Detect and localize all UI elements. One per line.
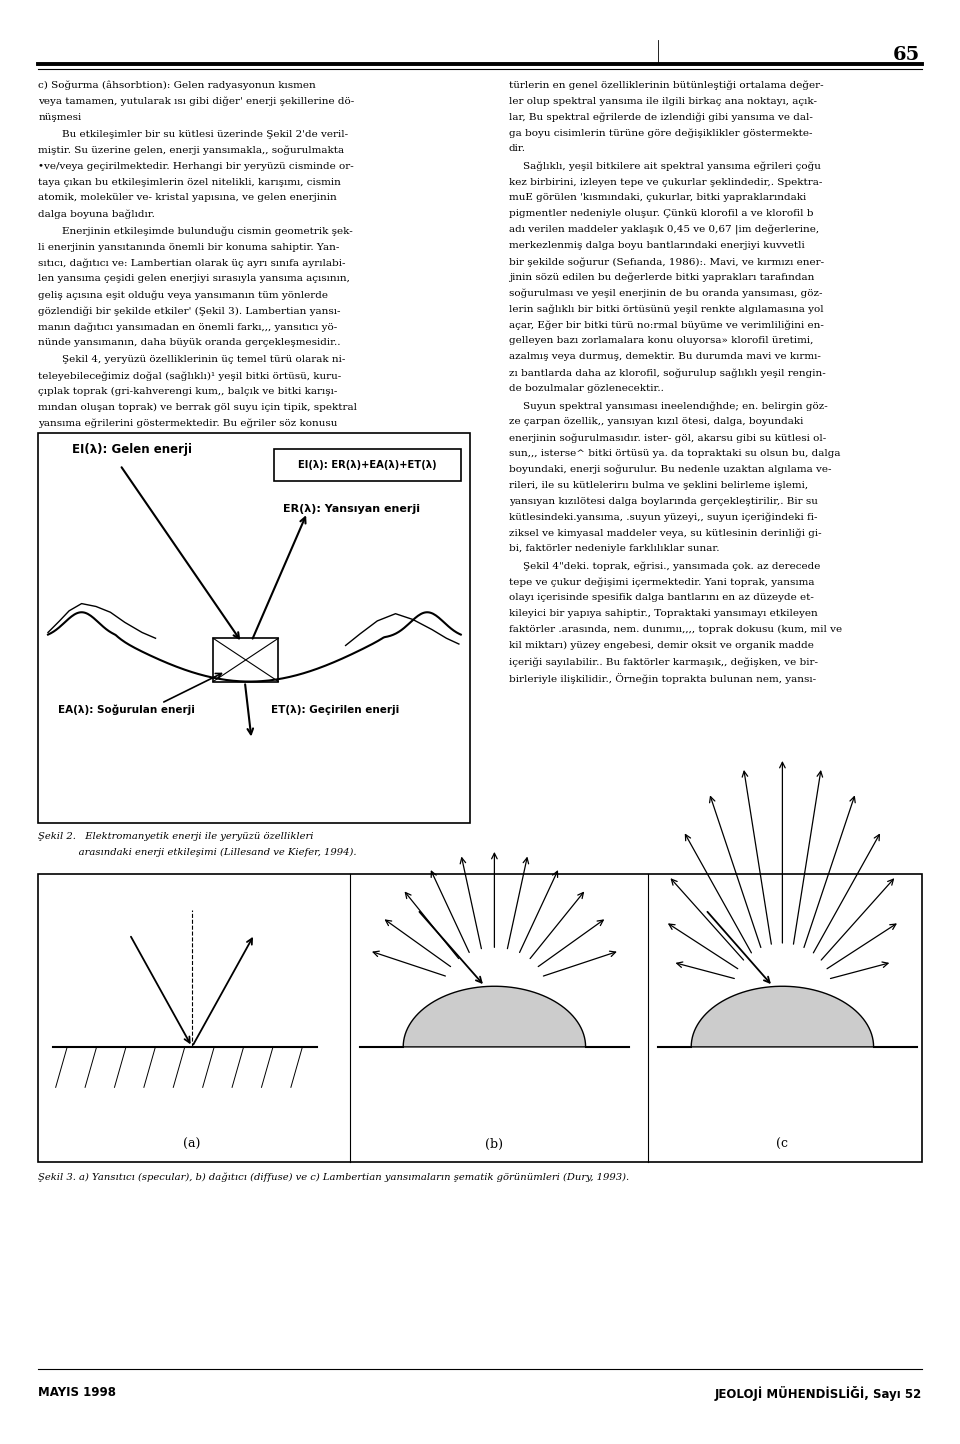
Text: miştir. Su üzerine gelen, enerji yansımakla,, soğurulmakta: miştir. Su üzerine gelen, enerji yansıma… <box>38 146 345 156</box>
Text: Sağlıklı, yeşil bitkilere ait spektral yansıma eğrileri çoğu: Sağlıklı, yeşil bitkilere ait spektral y… <box>523 162 821 172</box>
Text: merkezlenmiş dalga boyu bantlarındaki enerjiyi kuvvetli: merkezlenmiş dalga boyu bantlarındaki en… <box>509 241 804 250</box>
Text: EI(λ): ER(λ)+EA(λ)+ET(λ): EI(λ): ER(λ)+EA(λ)+ET(λ) <box>299 461 437 469</box>
Text: kil miktarı) yüzey engebesi, demir oksit ve organik madde: kil miktarı) yüzey engebesi, demir oksit… <box>509 641 814 650</box>
Text: MAYIS 1998: MAYIS 1998 <box>38 1386 116 1399</box>
Text: mından oluşan toprak) ve berrak göl suyu için tipik, spektral: mından oluşan toprak) ve berrak göl suyu… <box>38 403 357 412</box>
Text: faktörler .arasında, nem. dunımıı,,,, toprak dokusu (kum, mil ve: faktörler .arasında, nem. dunımıı,,,, to… <box>509 625 842 634</box>
Text: (a): (a) <box>183 1138 201 1151</box>
Text: çıplak toprak (gri-kahverengi kum,, balçık ve bitki karışı-: çıplak toprak (gri-kahverengi kum,, balç… <box>38 387 338 396</box>
Text: kileyici bir yapıya sahiptir., Topraktaki yansımayı etkileyen: kileyici bir yapıya sahiptir., Topraktak… <box>509 609 818 618</box>
Text: kez birbirini, izleyen tepe ve çukurlar şeklindedir,. Spektra-: kez birbirini, izleyen tepe ve çukurlar … <box>509 178 822 186</box>
Text: pigmentler nedeniyle oluşur. Çünkü klorofil a ve klorofil b: pigmentler nedeniyle oluşur. Çünkü kloro… <box>509 209 813 218</box>
Text: tepe ve çukur değişimi içermektedir. Yani toprak, yansıma: tepe ve çukur değişimi içermektedir. Yan… <box>509 578 814 588</box>
Polygon shape <box>691 986 874 1047</box>
Text: yansıyan kızılötesi dalga boylarında gerçekleştirilir,. Bir su: yansıyan kızılötesi dalga boylarında ger… <box>509 497 818 505</box>
Text: (c: (c <box>777 1138 788 1151</box>
Text: len yansıma çeşidi gelen enerjiyi sırasıyla yansıma açısının,: len yansıma çeşidi gelen enerjiyi sırası… <box>38 274 350 283</box>
Text: enerjinin soğurulmasıdır. ister- göl, akarsu gibi su kütlesi ol-: enerjinin soğurulmasıdır. ister- göl, ak… <box>509 433 826 443</box>
Text: EA(λ): Soğurulan enerji: EA(λ): Soğurulan enerji <box>58 705 195 715</box>
Text: gelleyen bazı zorlamalara konu oluyorsa» klorofil üretimi,: gelleyen bazı zorlamalara konu oluyorsa»… <box>509 336 813 345</box>
Text: manın dağıtıcı yansımadan en önemli farkı,,, yansıtıcı yö-: manın dağıtıcı yansımadan en önemli fark… <box>38 322 338 332</box>
Text: teleyebileceğimiz doğal (sağlıklı)¹ yeşil bitki örtüsü, kuru-: teleyebileceğimiz doğal (sağlıklı)¹ yeşi… <box>38 371 342 381</box>
Polygon shape <box>403 986 586 1047</box>
Text: arasındaki enerji etkileşimi (Lillesand ve Kiefer, 1994).: arasındaki enerji etkileşimi (Lillesand … <box>38 848 357 856</box>
Text: nüşmesi: nüşmesi <box>38 113 82 121</box>
Text: lar, Bu spektral eğrilerde de izlendiği gibi yansıma ve dal-: lar, Bu spektral eğrilerde de izlendiği … <box>509 113 813 123</box>
Text: ler olup spektral yansıma ile ilgili birkaç ana noktayı, açık-: ler olup spektral yansıma ile ilgili bir… <box>509 97 817 105</box>
Text: Şekil 3. a) Yansıtıcı (specular), b) dağıtıcı (diffuse) ve c) Lambertian yansıma: Şekil 3. a) Yansıtıcı (specular), b) dağ… <box>38 1173 630 1183</box>
Text: adı verilen maddeler yaklaşık 0,45 ve 0,67 |im değerlerine,: adı verilen maddeler yaklaşık 0,45 ve 0,… <box>509 225 819 235</box>
Text: atomik, moleküler ve- kristal yapısına, ve gelen enerjinin: atomik, moleküler ve- kristal yapısına, … <box>38 193 337 202</box>
Text: dalga boyuna bağlıdır.: dalga boyuna bağlıdır. <box>38 209 156 219</box>
Bar <box>274 449 461 481</box>
Text: birleriyle ilişkilidir., Örneğin toprakta bulunan nem, yansı-: birleriyle ilişkilidir., Örneğin toprakt… <box>509 673 816 684</box>
Text: geliş açısına eşit olduğu veya yansımanın tüm yönlerde: geliş açısına eşit olduğu veya yansımanı… <box>38 290 328 300</box>
Text: kütlesindeki.yansıma, .suyun yüzeyi,, suyun içeriğindeki fi-: kütlesindeki.yansıma, .suyun yüzeyi,, su… <box>509 513 817 523</box>
Text: rileri, ile su kütlelerirıı bulma ve şeklini belirleme işlemi,: rileri, ile su kütlelerirıı bulma ve şek… <box>509 481 808 490</box>
Text: •ve/veya geçirilmektedir. Herhangi bir yeryüzü cisminde or-: •ve/veya geçirilmektedir. Herhangi bir y… <box>38 162 354 170</box>
Text: boyundaki, enerji soğurulur. Bu nedenle uzaktan algılama ve-: boyundaki, enerji soğurulur. Bu nedenle … <box>509 465 831 475</box>
Text: gözlendiği bir şekilde etkiler' (Şekil 3). Lambertian yansı-: gözlendiği bir şekilde etkiler' (Şekil 3… <box>38 306 341 316</box>
Text: veya tamamen, yutularak ısı gibi diğer' enerji şekillerine dö-: veya tamamen, yutularak ısı gibi diğer' … <box>38 97 354 107</box>
Text: bir şekilde soğurur (Sefıanda, 1986):. Mavi, ve kırmızı ener-: bir şekilde soğurur (Sefıanda, 1986):. M… <box>509 257 824 267</box>
Text: yansıma eğrilerini göstermektedir. Bu eğriler söz konusu: yansıma eğrilerini göstermektedir. Bu eğ… <box>38 419 338 429</box>
Text: taya çıkan bu etkileşimlerin özel nitelikli, karışımı, cismin: taya çıkan bu etkileşimlerin özel niteli… <box>38 178 341 186</box>
Text: Enerjinin etkileşimde bulunduğu cismin geometrik şek-: Enerjinin etkileşimde bulunduğu cismin g… <box>62 227 353 237</box>
Text: EI(λ): Gelen enerji: EI(λ): Gelen enerji <box>72 443 192 456</box>
Text: içeriği sayılabilir.. Bu faktörler karmaşık,, değişken, ve bir-: içeriği sayılabilir.. Bu faktörler karma… <box>509 657 818 667</box>
Text: c) Soğurma (âhsorbtion): Gelen radyasyonun kısmen: c) Soğurma (âhsorbtion): Gelen radyasyon… <box>38 81 316 91</box>
Text: de bozulmalar gözlenecektir..: de bozulmalar gözlenecektir.. <box>509 384 663 393</box>
Text: açar, Eğer bir bitki türü no:rmal büyüme ve verimliliğini en-: açar, Eğer bir bitki türü no:rmal büyüme… <box>509 321 824 331</box>
Text: sun,,, isterse^ bitki örtüsü ya. da topraktaki su olsun bu, dalga: sun,,, isterse^ bitki örtüsü ya. da topr… <box>509 449 840 458</box>
Text: olayı içerisinde spesifik dalga bantlarını en az düzeyde et-: olayı içerisinde spesifik dalga bantları… <box>509 593 814 602</box>
Text: ET(λ): Geçirilen enerji: ET(λ): Geçirilen enerji <box>271 705 399 715</box>
Text: jinin sözü edilen bu değerlerde bitki yaprakları tarafından: jinin sözü edilen bu değerlerde bitki ya… <box>509 273 814 283</box>
Bar <box>213 638 278 682</box>
Text: bi, faktörler nedeniyle farklılıklar sunar.: bi, faktörler nedeniyle farklılıklar sun… <box>509 544 719 553</box>
Text: muE görülen 'kısmındaki, çukurlar, bitki yapraklarındaki: muE görülen 'kısmındaki, çukurlar, bitki… <box>509 193 806 202</box>
Bar <box>38 433 470 823</box>
Text: Suyun spektral yansıması ineelendığhde; en. belirgin göz-: Suyun spektral yansıması ineelendığhde; … <box>523 401 828 412</box>
Text: azalmış veya durmuş, demektir. Bu durumda mavi ve kırmı-: azalmış veya durmuş, demektir. Bu durumd… <box>509 352 821 361</box>
Text: ER(λ): Yansıyan enerji: ER(λ): Yansıyan enerji <box>283 504 420 514</box>
Text: JEOLOJİ MÜHENDİSLİĞİ, Sayı 52: JEOLOJİ MÜHENDİSLİĞİ, Sayı 52 <box>714 1386 922 1401</box>
Bar <box>38 874 922 1162</box>
Text: ze çarpan özellik,, yansıyan kızıl ötesi, dalga, boyundaki: ze çarpan özellik,, yansıyan kızıl ötesi… <box>509 417 804 426</box>
Text: zı bantlarda daha az klorofil, soğurulup sağlıklı yeşil rengin-: zı bantlarda daha az klorofil, soğurulup… <box>509 368 826 378</box>
Text: lerin sağlıklı bir bitki örtüsünü yeşil renkte algılamasına yol: lerin sağlıklı bir bitki örtüsünü yeşil … <box>509 305 824 315</box>
Text: Bu etkileşimler bir su kütlesi üzerinde Şekil 2'de veril-: Bu etkileşimler bir su kütlesi üzerinde … <box>62 130 348 139</box>
Text: nünde yansımanın, daha büyük oranda gerçekleşmesidir..: nünde yansımanın, daha büyük oranda gerç… <box>38 338 341 347</box>
Text: (b): (b) <box>486 1138 503 1151</box>
Text: 65: 65 <box>893 46 920 64</box>
Text: ziksel ve kimyasal maddeler veya, su kütlesinin derinliği gi-: ziksel ve kimyasal maddeler veya, su küt… <box>509 529 822 539</box>
Text: Şekil 4, yeryüzü özelliklerinin üç temel türü olarak ni-: Şekil 4, yeryüzü özelliklerinin üç temel… <box>62 355 346 364</box>
Text: sıtıcı, dağıtıcı ve: Lambertian olarak üç ayrı sınıfa ayrılabi-: sıtıcı, dağıtıcı ve: Lambertian olarak ü… <box>38 258 346 269</box>
Text: Şekil 2.   Elektromanyetik enerji ile yeryüzü özellikleri: Şekil 2. Elektromanyetik enerji ile yery… <box>38 832 314 840</box>
Text: Şekil 4"deki. toprak, eğrisi., yansımada çok. az derecede: Şekil 4"deki. toprak, eğrisi., yansımada… <box>523 562 821 572</box>
Text: ga boyu cisimlerin türüne göre değişiklikler göstermekte-: ga boyu cisimlerin türüne göre değişikli… <box>509 129 812 139</box>
Text: dir.: dir. <box>509 144 526 153</box>
Text: li enerjinin yansıtanında önemli bir konuma sahiptir. Yan-: li enerjinin yansıtanında önemli bir kon… <box>38 243 340 251</box>
Text: soğurulması ve yeşil enerjinin de bu oranda yansıması, göz-: soğurulması ve yeşil enerjinin de bu ora… <box>509 289 823 299</box>
Text: türlerin en genel özelliklerinin bütünleştiği ortalama değer-: türlerin en genel özelliklerinin bütünle… <box>509 81 824 91</box>
